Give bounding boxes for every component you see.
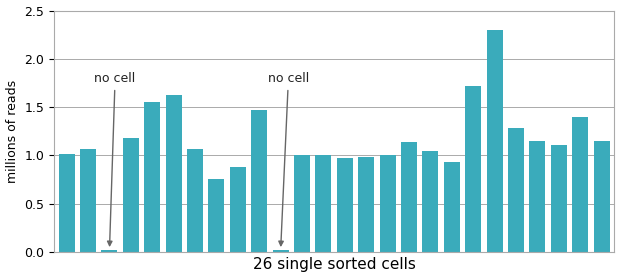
Bar [465,86,481,252]
Bar [102,250,118,252]
Bar [273,250,289,252]
Bar [422,152,438,252]
Bar [358,157,374,252]
Bar [187,149,203,252]
Bar [337,158,353,252]
Bar [230,167,246,252]
Bar [572,117,588,252]
Bar [59,154,74,252]
X-axis label: 26 single sorted cells: 26 single sorted cells [253,257,415,272]
Y-axis label: millions of reads: millions of reads [6,80,19,183]
Bar [529,141,546,252]
Bar [80,149,96,252]
Bar [166,95,182,252]
Bar [294,155,310,252]
Bar [208,178,224,252]
Bar [593,141,609,252]
Bar [551,145,567,252]
Text: no cell: no cell [268,72,309,246]
Bar [123,138,139,252]
Bar [316,155,332,252]
Bar [401,142,417,252]
Bar [379,155,396,252]
Bar [251,110,267,252]
Bar [508,128,524,252]
Bar [444,162,460,252]
Bar [144,102,161,252]
Bar [487,30,503,252]
Text: no cell: no cell [94,72,136,246]
